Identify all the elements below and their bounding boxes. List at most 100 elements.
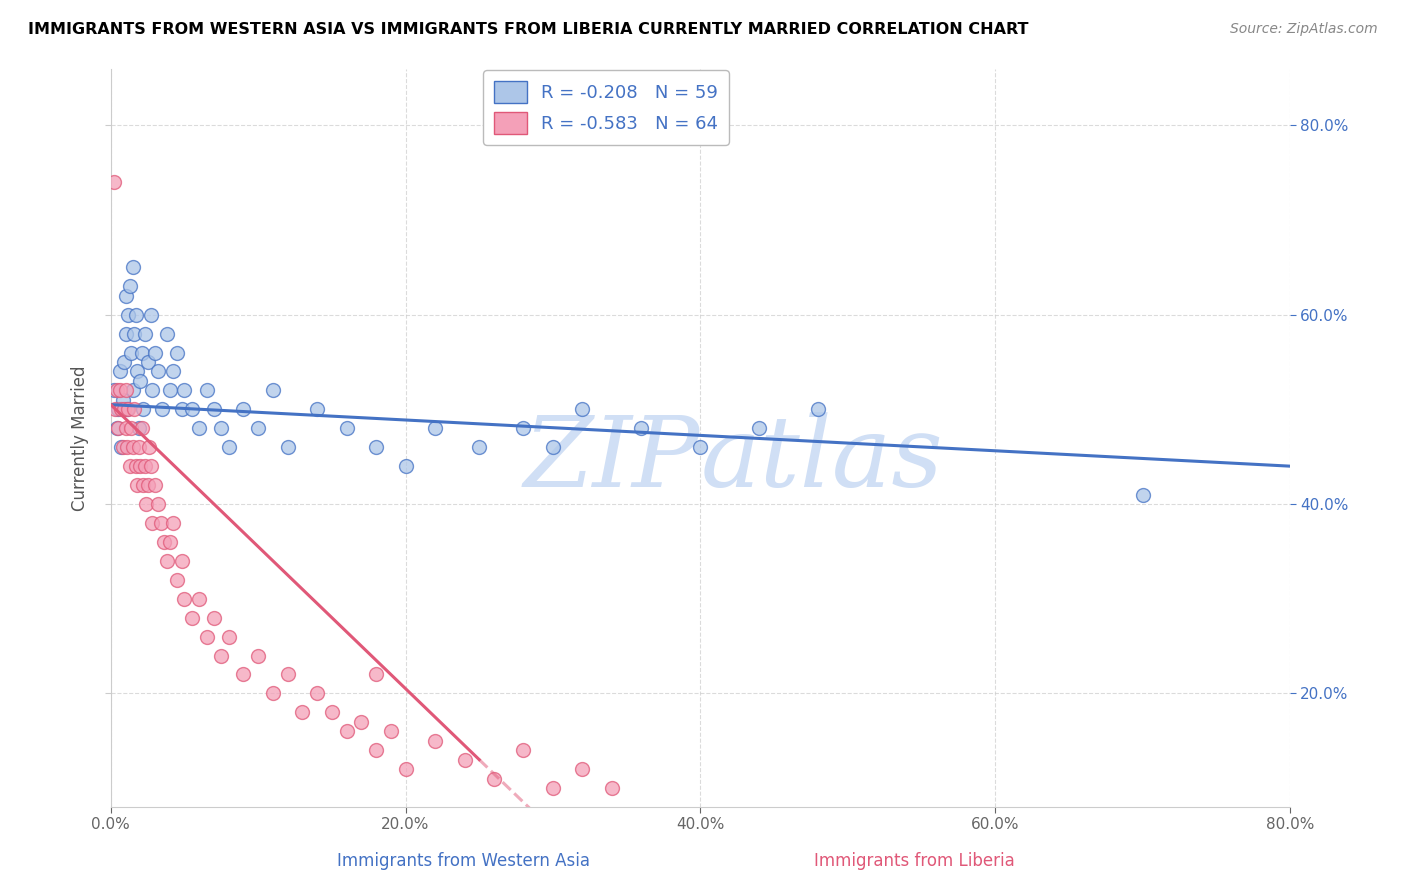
Text: Source: ZipAtlas.com: Source: ZipAtlas.com [1230, 22, 1378, 37]
Point [131, 345, 153, 359]
Point [748, 421, 770, 435]
Point [162, 516, 184, 530]
Point [114, 326, 136, 341]
Point [188, 421, 211, 435]
Point [202, 610, 225, 624]
Point [180, 402, 202, 417]
Point [143, 345, 166, 359]
Point [162, 364, 184, 378]
Point [143, 478, 166, 492]
Point [110, 440, 132, 454]
Point [136, 355, 159, 369]
Point [129, 459, 152, 474]
Y-axis label: Currently Married: Currently Married [72, 365, 89, 510]
Point [541, 440, 564, 454]
Point [114, 421, 136, 435]
Point [321, 706, 343, 720]
Point [132, 402, 155, 417]
Point [394, 459, 416, 474]
Point [139, 459, 162, 474]
Point [108, 384, 131, 398]
Point [350, 714, 373, 729]
Text: IMMIGRANTS FROM WESTERN ASIA VS IMMIGRANTS FROM LIBERIA CURRENTLY MARRIED CORREL: IMMIGRANTS FROM WESTERN ASIA VS IMMIGRAN… [28, 22, 1029, 37]
Point [135, 497, 157, 511]
Point [209, 648, 232, 663]
Point [107, 402, 129, 417]
Point [118, 459, 141, 474]
Point [380, 724, 402, 739]
Point [153, 535, 176, 549]
Text: ZIP: ZIP [524, 412, 700, 508]
Point [122, 384, 145, 398]
Point [630, 421, 652, 435]
Point [105, 421, 128, 435]
Point [807, 402, 830, 417]
Legend: R = -0.208   N = 59, R = -0.583   N = 64: R = -0.208 N = 59, R = -0.583 N = 64 [484, 70, 728, 145]
Point [173, 384, 195, 398]
Point [150, 402, 173, 417]
Point [117, 308, 139, 322]
Point [277, 440, 299, 454]
Point [115, 440, 138, 454]
Point [336, 421, 359, 435]
Point [125, 308, 148, 322]
Point [202, 402, 225, 417]
Point [180, 610, 202, 624]
Point [127, 478, 149, 492]
Point [307, 402, 329, 417]
Point [103, 175, 125, 189]
Point [114, 384, 136, 398]
Point [112, 355, 135, 369]
Point [541, 780, 564, 795]
Point [262, 686, 284, 700]
Point [122, 260, 145, 275]
Point [262, 384, 284, 398]
Point [138, 440, 160, 454]
Point [134, 326, 156, 341]
Point [111, 392, 134, 407]
Point [156, 554, 179, 568]
Point [170, 402, 193, 417]
Point [132, 478, 155, 492]
Point [453, 753, 475, 767]
Point [112, 402, 135, 417]
Point [131, 421, 153, 435]
Point [156, 326, 179, 341]
Point [364, 440, 387, 454]
Point [423, 733, 446, 747]
Point [125, 459, 148, 474]
Point [600, 780, 623, 795]
Point [107, 421, 129, 435]
Point [114, 289, 136, 303]
Point [159, 535, 181, 549]
Point [122, 440, 145, 454]
Point [218, 630, 240, 644]
Point [124, 326, 146, 341]
Point [468, 440, 491, 454]
Point [170, 554, 193, 568]
Point [1132, 487, 1154, 501]
Point [108, 364, 131, 378]
Point [103, 384, 125, 398]
Point [141, 384, 163, 398]
Point [127, 364, 149, 378]
Point [128, 421, 150, 435]
Point [146, 497, 169, 511]
Point [120, 421, 142, 435]
Point [423, 421, 446, 435]
Point [307, 686, 329, 700]
Point [571, 762, 593, 776]
Point [129, 374, 152, 388]
Text: Immigrants from Western Asia: Immigrants from Western Asia [337, 852, 591, 870]
Text: Immigrants from Liberia: Immigrants from Liberia [814, 852, 1014, 870]
Point [195, 630, 218, 644]
Point [512, 743, 534, 757]
Point [118, 279, 141, 293]
Point [571, 402, 593, 417]
Point [166, 573, 188, 587]
Point [111, 440, 134, 454]
Point [134, 459, 156, 474]
Point [139, 308, 162, 322]
Point [166, 345, 188, 359]
Point [218, 440, 240, 454]
